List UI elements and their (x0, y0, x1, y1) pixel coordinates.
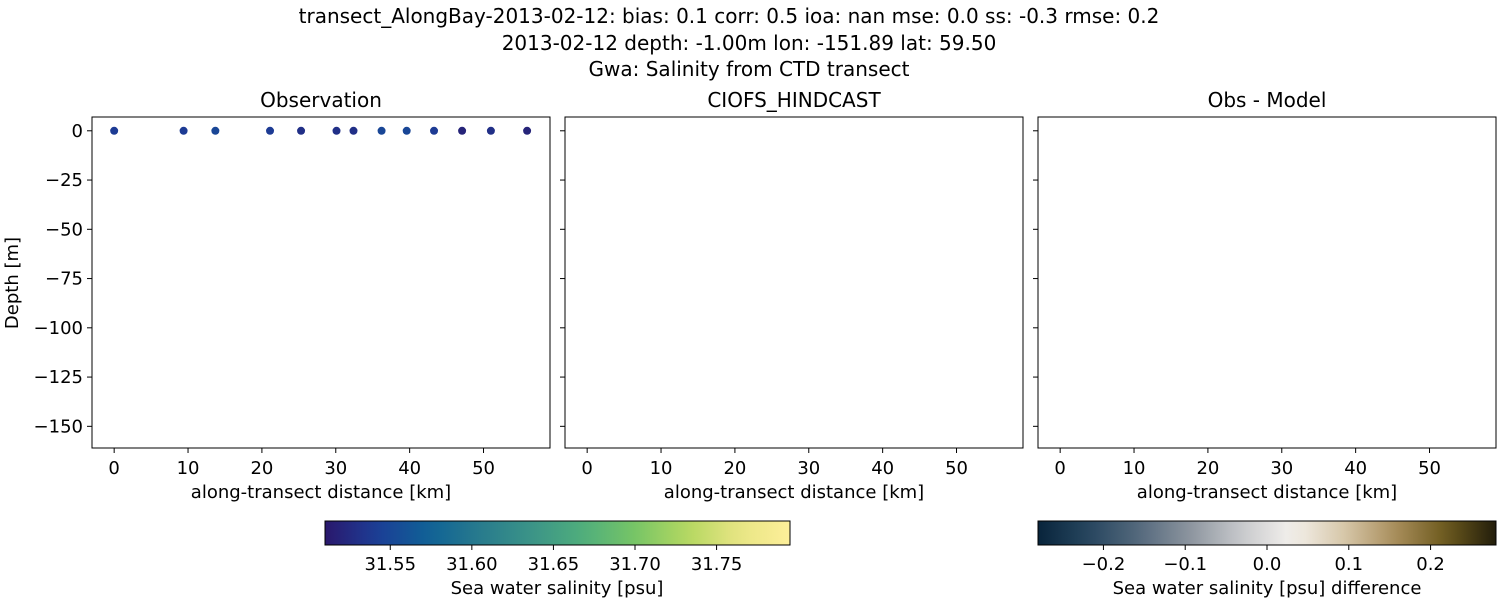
colorbar-tick-label: 31.55 (364, 554, 416, 575)
observation-y-ticks: 0 −25 −50 −75 −100 −125 −150 (34, 121, 92, 437)
model-y-ticks (560, 130, 565, 427)
x-tick-label: 50 (945, 458, 968, 479)
x-tick-label: 0 (108, 458, 119, 479)
observation-plot-frame (91, 116, 551, 449)
x-tick-label: 40 (398, 458, 421, 479)
observation-casts (110, 126, 532, 437)
surface-point (332, 126, 341, 135)
difference-colorbar-ticks: −0.2 −0.1 0.0 0.1 0.2 (1082, 545, 1445, 575)
surface-point (523, 126, 532, 135)
x-tick-label: 10 (650, 458, 673, 479)
figure-header: transect_AlongBay-2013-02-12: bias: 0.1 … (299, 4, 1160, 81)
colorbar-tick-label: −0.1 (1163, 554, 1207, 575)
difference-plot-frame (1037, 116, 1497, 449)
x-tick-label: 0 (581, 458, 592, 479)
difference-x-ticks: 0 10 20 30 40 50 (1054, 448, 1441, 479)
observation-panel-title: Observation (260, 88, 382, 112)
surface-point (266, 126, 275, 135)
y-tick-label: −50 (45, 219, 83, 240)
model-x-ticks: 0 10 20 30 40 50 (581, 448, 968, 479)
surface-point (430, 126, 439, 135)
x-tick-label: 30 (1270, 458, 1293, 479)
y-tick-label: −25 (45, 170, 83, 191)
colorbar-tick-label: 0.2 (1416, 554, 1445, 575)
colorbar-fill (325, 521, 790, 545)
model-x-label: along-transect distance [km] (664, 482, 924, 503)
colorbar-tick-label: 31.75 (691, 554, 743, 575)
x-tick-label: 0 (1054, 458, 1065, 479)
salinity-colorbar-label: Sea water salinity [psu] (451, 578, 664, 599)
surface-point (377, 126, 386, 135)
observation-x-label: along-transect distance [km] (191, 482, 451, 503)
difference-colorbar-gradient (1038, 521, 1496, 545)
header-stats-line: transect_AlongBay-2013-02-12: bias: 0.1 … (299, 4, 1160, 28)
salinity-colorbar-ticks: 31.55 31.60 31.65 31.70 31.75 (364, 545, 742, 575)
colorbar-tick-label: 31.70 (609, 554, 661, 575)
colorbar-tick-label: 31.65 (528, 554, 580, 575)
header-location-line: 2013-02-12 depth: -1.00m lon: -151.89 la… (502, 31, 997, 55)
observation-x-ticks: 0 10 20 30 40 50 (108, 448, 495, 479)
surface-point (349, 126, 358, 135)
surface-point (211, 126, 220, 135)
y-tick-label: −75 (45, 269, 83, 290)
y-tick-label: 0 (72, 121, 83, 142)
difference-panel-title: Obs - Model (1208, 88, 1327, 112)
model-casts (583, 126, 1005, 397)
model-plot-frame (564, 116, 1024, 449)
difference-panel: Obs - Model 0 10 20 30 40 50 along-transect d… (1033, 88, 1497, 503)
x-tick-label: 20 (1196, 458, 1219, 479)
x-tick-label: 40 (1344, 458, 1367, 479)
surface-point (458, 126, 467, 135)
colorbar-tick-label: 31.60 (446, 554, 498, 575)
x-tick-label: 10 (177, 458, 200, 479)
x-tick-label: 50 (1418, 458, 1441, 479)
observation-y-label: Depth [m] (2, 237, 23, 329)
surface-point (110, 126, 119, 135)
x-tick-label: 30 (324, 458, 347, 479)
header-source-line: Gwa: Salinity from CTD transect (589, 57, 910, 81)
colorbar-fill (1038, 521, 1496, 545)
salinity-colorbar: 31.55 31.60 31.65 31.70 31.75 Sea water sali… (324, 520, 791, 599)
x-tick-label: 20 (723, 458, 746, 479)
difference-x-label: along-transect distance [km] (1137, 482, 1397, 503)
difference-y-ticks (1033, 130, 1038, 427)
y-tick-label: −150 (34, 416, 83, 437)
salinity-colorbar-frame (324, 520, 791, 546)
y-tick-label: −100 (34, 318, 83, 339)
surface-point (486, 126, 495, 135)
surface-point (297, 126, 306, 135)
salinity-colorbar-gradient (325, 521, 790, 545)
difference-colorbar: −0.2 −0.1 0.0 0.1 0.2 Sea water salinity [ps… (1037, 520, 1497, 599)
x-tick-label: 40 (871, 458, 894, 479)
x-tick-label: 20 (250, 458, 273, 479)
colorbar-tick-label: −0.2 (1082, 554, 1126, 575)
x-tick-label: 30 (797, 458, 820, 479)
surface-point (402, 126, 411, 135)
x-tick-label: 10 (1123, 458, 1146, 479)
difference-casts (1056, 116, 1478, 409)
colorbar-tick-label: 0.0 (1253, 554, 1282, 575)
colorbar-tick-label: 0.1 (1334, 554, 1363, 575)
model-panel: CIOFS_HINDCAST 0 10 20 30 40 50 along-transec… (560, 88, 1024, 503)
model-panel-title: CIOFS_HINDCAST (707, 88, 881, 112)
x-tick-label: 50 (472, 458, 495, 479)
y-tick-label: −125 (34, 367, 83, 388)
observation-panel: Observation 0 10 20 30 40 50 0 −25 −50 −75 −100 −1… (2, 88, 551, 503)
surface-point (179, 126, 188, 135)
difference-colorbar-label: Sea water salinity [psu] difference (1113, 578, 1422, 599)
